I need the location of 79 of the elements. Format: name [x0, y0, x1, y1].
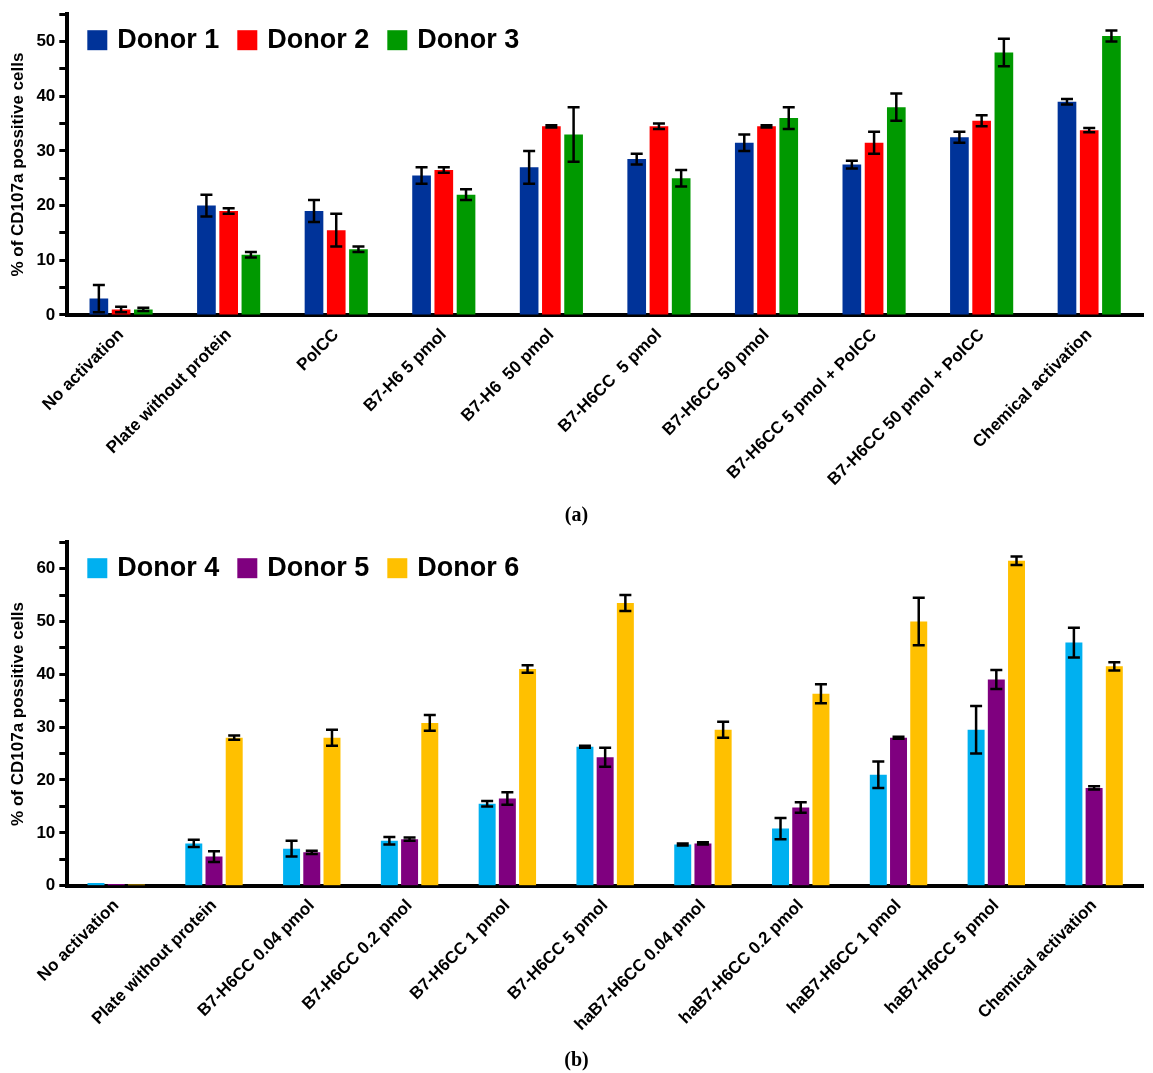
y-tick-label: 20: [36, 195, 56, 215]
y-tick-label: 30: [36, 716, 56, 736]
bar: [421, 722, 439, 886]
y-tick-label: 40: [36, 663, 56, 683]
bar: [303, 852, 321, 886]
legend-label: Donor 4: [117, 551, 220, 582]
bar: [757, 126, 776, 315]
bar: [1105, 666, 1123, 886]
bar: [734, 142, 754, 315]
bar: [219, 211, 238, 315]
legend-label: Donor 1: [117, 23, 220, 54]
bar: [910, 621, 928, 886]
bar: [519, 669, 537, 886]
bar: [1008, 560, 1026, 886]
bar: [323, 737, 341, 886]
text: (a): [563, 502, 590, 528]
legend-label: Donor 3: [417, 23, 520, 54]
bar: [576, 746, 594, 886]
legend-label: Donor 2: [267, 23, 370, 54]
bar: [197, 205, 216, 315]
bar: [326, 230, 346, 315]
y-tick-label: 40: [36, 85, 56, 105]
bar: [1057, 101, 1077, 315]
bar: [864, 142, 884, 315]
bar: [380, 840, 398, 886]
bar: [1102, 36, 1121, 315]
bar: [225, 737, 243, 886]
bar: [434, 170, 454, 315]
y-tick-label: 20: [36, 769, 56, 789]
legend-label: Donor 5: [267, 551, 370, 582]
bar: [1079, 130, 1099, 315]
bar: [456, 194, 476, 315]
bar: [241, 254, 261, 315]
bar: [779, 118, 799, 315]
bar: [627, 159, 647, 315]
bar: [671, 178, 691, 315]
bar: [694, 843, 712, 886]
y-tick-label: 30: [36, 140, 56, 160]
y-tick-label: 0: [45, 304, 56, 324]
bar: [994, 52, 1014, 315]
bar: [890, 737, 908, 886]
bar: [1065, 642, 1083, 886]
bar: [349, 249, 368, 315]
bar: [812, 693, 830, 886]
bar: [967, 729, 985, 886]
bar: [792, 807, 810, 886]
bar: [542, 126, 561, 315]
bar: [304, 211, 324, 315]
bar: [401, 839, 419, 886]
legend-label: Donor 6: [417, 551, 520, 582]
y-tick-label: 0: [45, 875, 56, 895]
y-tick-label: 50: [36, 31, 56, 51]
bar: [714, 729, 732, 886]
y-tick-label: 10: [36, 822, 56, 842]
bar: [987, 679, 1005, 886]
bar: [869, 774, 887, 886]
bar: [185, 843, 203, 886]
y-tick-label: 50: [36, 611, 56, 631]
bar: [616, 602, 634, 886]
bar: [842, 164, 862, 315]
y-tick-label: 60: [36, 558, 56, 578]
bar: [886, 107, 906, 315]
y-axis-title: % of CD107a possitive cells: [7, 52, 27, 277]
bar: [564, 134, 583, 315]
bar: [674, 844, 692, 886]
bar: [478, 803, 496, 886]
bar: [1085, 787, 1103, 886]
y-tick-label: 10: [36, 249, 56, 269]
bar: [649, 126, 669, 315]
bar: [972, 120, 991, 315]
bar: [519, 167, 539, 315]
bar: [412, 175, 431, 315]
bar: [950, 137, 969, 315]
bar: [498, 798, 516, 886]
bar: [596, 757, 614, 886]
bar: [772, 828, 790, 886]
y-axis-title: % of CD107a possitive cells: [7, 601, 27, 826]
bar: [283, 848, 301, 886]
text: (b): [563, 1047, 590, 1072]
